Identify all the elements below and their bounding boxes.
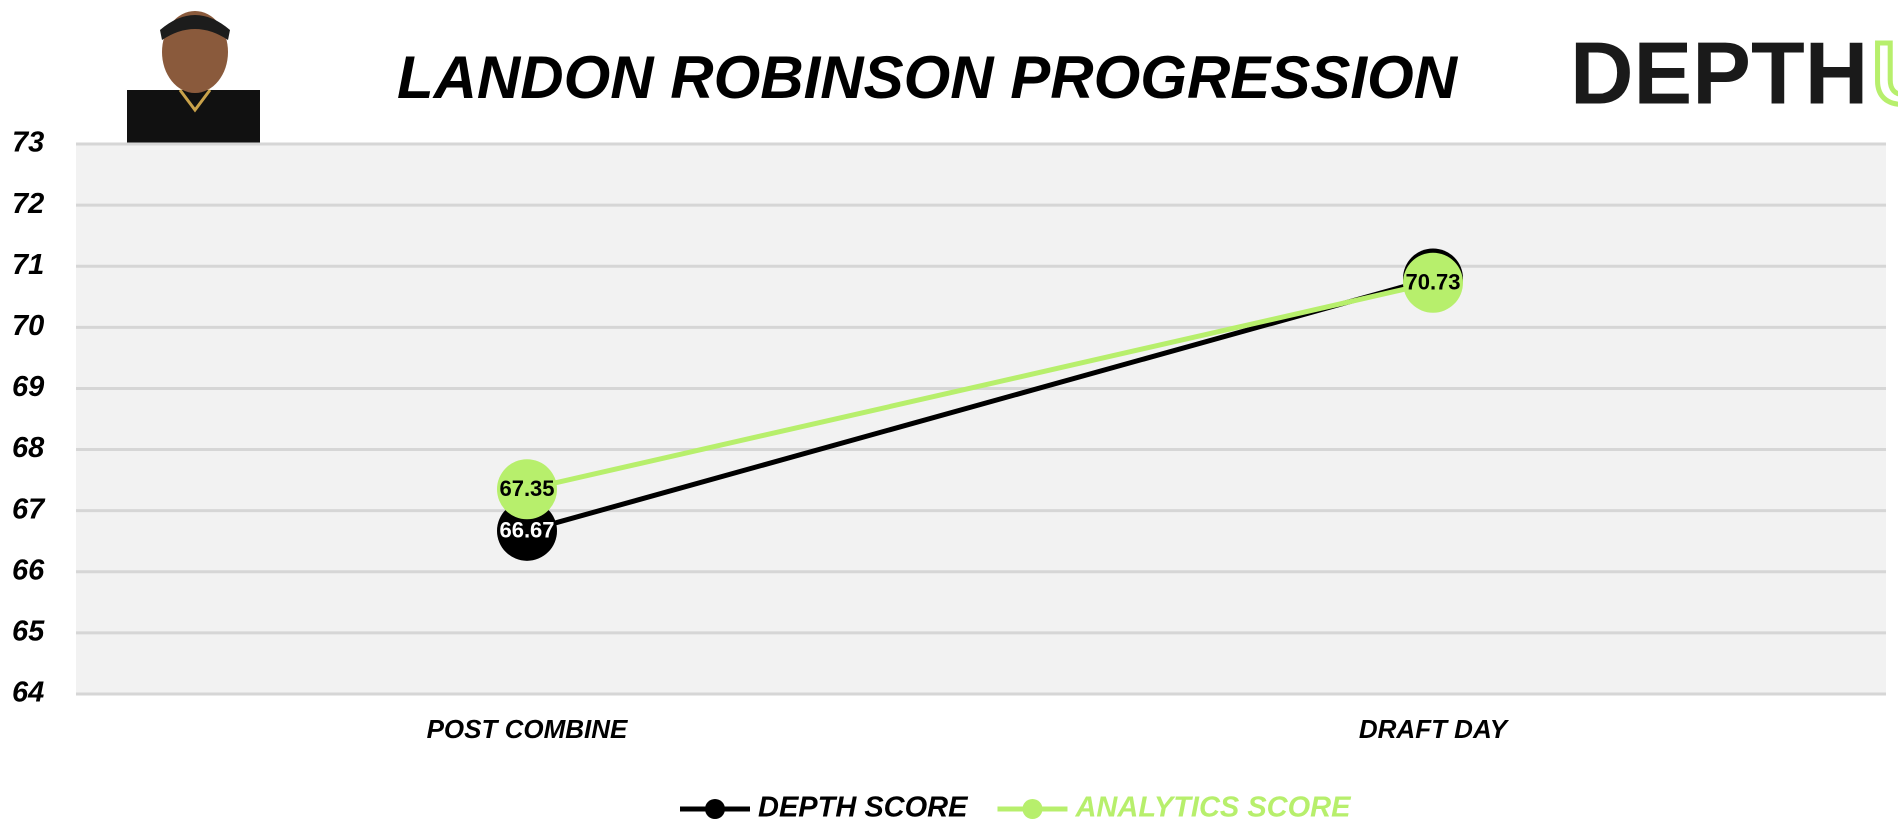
data-point [1403, 252, 1463, 313]
legend-label: DEPTH SCORE [758, 792, 969, 824]
y-tick-label: 71 [12, 249, 44, 281]
y-tick-label: 66 [12, 554, 45, 586]
series-line [526, 276, 1434, 534]
y-tick-label: 65 [12, 616, 45, 648]
chart-title: LANDON ROBINSON PROGRESSION [397, 44, 1459, 111]
player-photo [127, 11, 260, 144]
data-point [497, 500, 557, 561]
plot-area [76, 144, 1886, 694]
x-tick-label: DRAFT DAY [1359, 714, 1510, 744]
y-tick-label: 67 [12, 493, 46, 525]
data-label: 67.35 [499, 476, 554, 501]
y-tick-label: 68 [12, 432, 45, 464]
logo: DEPTH U [1570, 21, 1898, 125]
data-point [497, 459, 557, 520]
y-tick-label: 73 [12, 127, 44, 159]
y-tick-label: 69 [12, 371, 44, 403]
y-tick-label: 72 [12, 188, 44, 220]
logo-text: DEPTH [1570, 23, 1868, 122]
legend-marker [1022, 799, 1043, 819]
x-tick-label: POST COMBINE [427, 714, 628, 744]
y-tick-label: 64 [12, 677, 44, 709]
logo-accent: U [1872, 23, 1898, 122]
data-label: 70.73 [1405, 270, 1460, 295]
series-line [526, 280, 1434, 492]
legend-marker [705, 799, 725, 819]
legend-label: ANALYTICS SCORE [1074, 792, 1352, 824]
data-label: 66.67 [499, 518, 554, 543]
y-tick-label: 70 [12, 310, 44, 342]
